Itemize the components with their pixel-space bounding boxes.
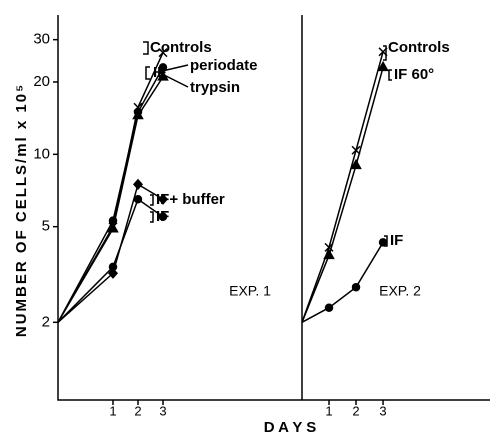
marker bbox=[107, 267, 119, 279]
marker bbox=[158, 212, 168, 221]
marker bbox=[158, 48, 168, 58]
marker bbox=[378, 47, 388, 57]
series-line bbox=[301, 242, 384, 323]
x-tick-label: 2 bbox=[352, 403, 359, 418]
series-label: trypsin bbox=[190, 79, 240, 96]
x-tick-label: 2 bbox=[134, 403, 141, 418]
series-label: IF bbox=[156, 208, 169, 225]
marker bbox=[133, 195, 143, 204]
marker bbox=[158, 63, 168, 72]
series-label: Controls bbox=[388, 39, 450, 56]
series-line bbox=[301, 67, 384, 323]
x-tick-label: 3 bbox=[159, 403, 166, 418]
series-label: IF+ buffer bbox=[156, 191, 225, 208]
marker bbox=[323, 248, 335, 260]
series-line bbox=[57, 198, 164, 323]
panel-label: EXP. 1 bbox=[229, 283, 271, 299]
series-label: IF 60° bbox=[394, 66, 434, 83]
marker bbox=[132, 109, 144, 120]
brackets bbox=[143, 41, 392, 247]
x-axis-label: D A Y S bbox=[264, 419, 317, 436]
series-line bbox=[57, 76, 164, 323]
marker bbox=[157, 193, 169, 205]
marker bbox=[377, 60, 389, 72]
series-label: Controls bbox=[150, 39, 212, 56]
marker bbox=[350, 158, 362, 170]
y-tick-label: 2 bbox=[42, 313, 50, 330]
marker bbox=[108, 262, 118, 272]
marker bbox=[351, 282, 361, 292]
x-tick-label: 1 bbox=[109, 403, 116, 418]
series-label: periodate bbox=[190, 57, 258, 74]
marker bbox=[107, 222, 119, 233]
series-line bbox=[57, 67, 164, 323]
y-tick-label: 30 bbox=[33, 31, 50, 48]
y-tick-label: 20 bbox=[33, 73, 50, 90]
y-tick-label: 5 bbox=[42, 218, 50, 235]
marker bbox=[132, 178, 144, 190]
x-tick-label: 1 bbox=[325, 403, 332, 418]
x-tick-label: 3 bbox=[379, 403, 386, 418]
axes bbox=[57, 15, 490, 401]
marker bbox=[378, 238, 388, 247]
marker bbox=[324, 303, 334, 312]
series-line bbox=[57, 183, 164, 323]
series-label: IF bbox=[390, 232, 403, 249]
panel-label: EXP. 2 bbox=[379, 283, 421, 299]
series-line bbox=[57, 52, 164, 323]
y-tick-label: 10 bbox=[33, 145, 50, 162]
marker bbox=[157, 70, 169, 81]
series-line bbox=[301, 51, 384, 323]
y-axis-label: NUMBER OF CELLS/ml x 10⁵ bbox=[13, 83, 30, 337]
